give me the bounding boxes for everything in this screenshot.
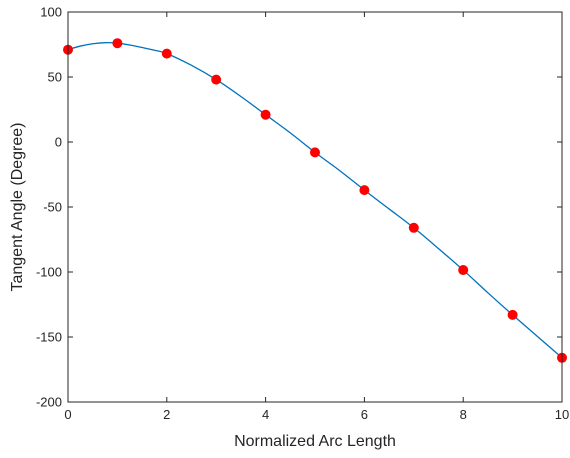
data-point-marker: [260, 109, 271, 120]
y-tick-label: 50: [48, 70, 62, 85]
y-tick-label: -100: [36, 265, 62, 280]
x-tick-label: 8: [460, 407, 467, 422]
x-tick-label: 4: [262, 407, 269, 422]
data-point-marker: [161, 48, 172, 59]
x-tick-label: 2: [163, 407, 170, 422]
data-point-marker: [359, 185, 370, 196]
y-tick-label: -150: [36, 330, 62, 345]
data-point-marker: [310, 147, 320, 158]
x-tick-label: 10: [555, 407, 569, 422]
y-tick-label: -50: [43, 200, 62, 215]
tangent-angle-curve: [67, 42, 563, 359]
y-tick-label: 100: [40, 5, 62, 20]
data-point-marker: [507, 309, 518, 320]
y-tick-label: -200: [36, 395, 62, 410]
data-point-marker: [458, 265, 469, 276]
data-point-marker: [408, 222, 419, 233]
y-tick-label: 0: [55, 135, 62, 150]
y-axis-label: Tangent Angle (Degree): [9, 123, 26, 292]
data-point-marker: [112, 38, 123, 49]
x-axis-label: Normalized Arc Length: [234, 433, 396, 450]
plot-area-frame: [67, 11, 563, 403]
x-tick-label: 6: [361, 407, 368, 422]
x-tick-label: 0: [64, 407, 71, 422]
data-point-marker: [211, 74, 222, 85]
